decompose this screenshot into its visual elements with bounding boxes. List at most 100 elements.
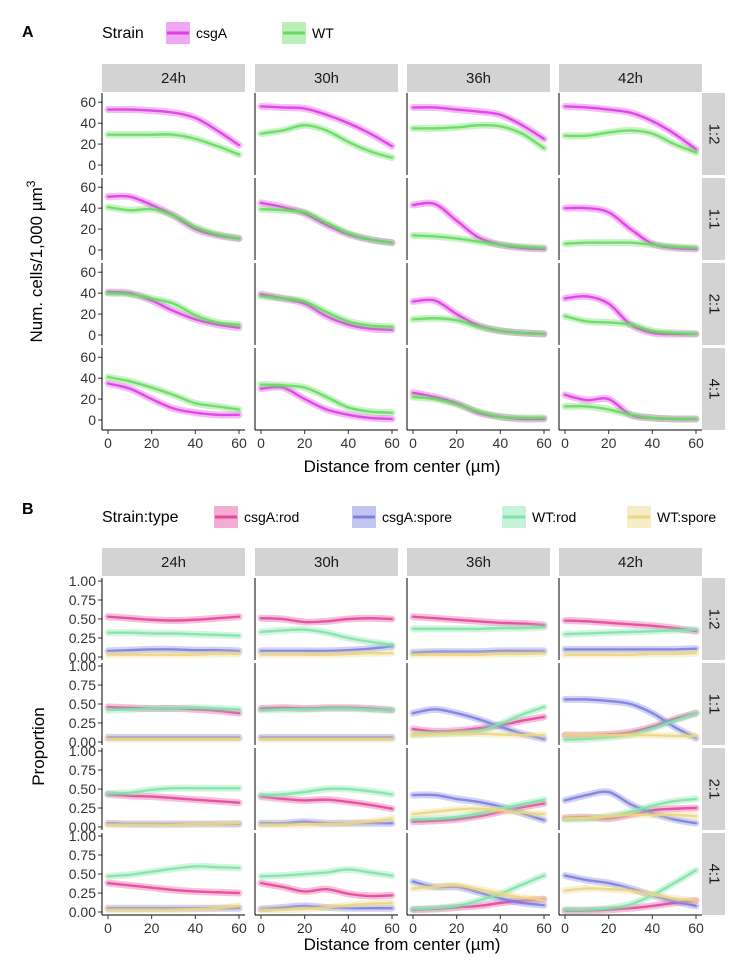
y-axis-title-superscript: 3: [24, 180, 38, 187]
strip-right: [702, 93, 725, 175]
series-line: [563, 628, 698, 636]
series-line: [259, 295, 394, 328]
y-tick-label: 60: [80, 349, 96, 365]
panel-A: A Strain csgA WT 24h 30h 36h 42h 1:2 1:1 2:1 4:1 0 20…: [22, 22, 725, 476]
series-line: [106, 793, 241, 804]
strip-label: 2:1: [706, 779, 723, 800]
strip-label: 1:1: [706, 694, 723, 715]
y-tick-label: 0.25: [69, 630, 96, 646]
series-line: [259, 208, 394, 244]
y-tick-label: 0.00: [69, 904, 96, 920]
panel-letter: A: [22, 24, 34, 41]
x-tick-label: 20: [297, 435, 313, 451]
series-line: [411, 395, 546, 420]
series-line: [259, 105, 394, 148]
x-tick-label: 60: [688, 920, 704, 936]
x-tick-label: 60: [536, 920, 552, 936]
x-tick-label: 0: [409, 920, 417, 936]
series-line: [259, 795, 394, 810]
x-tick-label: 40: [341, 435, 357, 451]
strip-label: 42h: [618, 70, 643, 87]
panel-B: B Strain:type csgA:rod csgA:spore WT:rod WT:s…: [22, 501, 725, 954]
series-line: [106, 375, 241, 411]
series-line: [563, 733, 698, 738]
y-tick-label: 0.50: [69, 866, 96, 882]
y-tick-label: 20: [80, 306, 96, 322]
series-line: [563, 652, 698, 656]
strip-label: 36h: [466, 554, 491, 571]
strip-label: 42h: [618, 554, 643, 571]
strip-label: 30h: [314, 70, 339, 87]
series-line: [563, 647, 698, 651]
series-line: [106, 205, 241, 240]
y-axis-title-text: Num. cells/1,000 µm: [27, 187, 46, 342]
y-tick-label: 0.75: [69, 677, 96, 693]
strip-label: 24h: [161, 70, 186, 87]
y-tick-label: 0.75: [69, 762, 96, 778]
series-line: [411, 708, 546, 741]
series-line: [411, 884, 546, 902]
strip-label: 24h: [161, 554, 186, 571]
facet-panel: [102, 663, 245, 745]
series-line: [411, 615, 546, 627]
y-tick-label: 0.50: [69, 781, 96, 797]
series-line: [563, 404, 698, 421]
strip-label: 4:1: [706, 379, 723, 400]
series-line: [106, 133, 241, 156]
series-line: [411, 874, 546, 911]
x-tick-label: 60: [384, 435, 400, 451]
x-tick-label: 0: [257, 435, 265, 451]
x-tick-label: 0: [104, 435, 112, 451]
series-line: [259, 881, 394, 898]
legend-title: Strain:type: [102, 509, 179, 526]
series-line: [563, 314, 698, 336]
strip-label: 1:1: [706, 209, 723, 230]
series-line: [411, 798, 546, 821]
x-tick-label: 60: [231, 435, 247, 451]
series-line: [563, 105, 698, 151]
series-line: [411, 626, 546, 631]
series-line: [259, 707, 394, 712]
series-line: [106, 382, 241, 417]
legend-label: csgA:rod: [244, 509, 299, 525]
x-tick-label: 20: [144, 920, 160, 936]
series-line: [106, 652, 241, 656]
strip-right: [702, 178, 725, 260]
series-line: [259, 868, 394, 878]
series-line: [563, 241, 698, 250]
facet-panel: [559, 578, 702, 660]
y-tick-label: 0: [88, 157, 96, 173]
series-line: [563, 813, 698, 820]
series-line: [106, 615, 241, 622]
strip-right: [702, 348, 725, 430]
facet-panel: [255, 663, 398, 745]
strip-label: 4:1: [706, 864, 723, 885]
x-tick-label: 20: [601, 920, 617, 936]
x-axis-title: Distance from center (µm): [304, 935, 501, 954]
x-tick-label: 20: [601, 435, 617, 451]
x-tick-label: 40: [645, 435, 661, 451]
strip-top: [407, 64, 550, 92]
series-line: [106, 108, 241, 147]
legend-label: csgA:spore: [382, 509, 452, 525]
series-line: [259, 651, 394, 656]
series-line: [411, 715, 546, 733]
series-line: [259, 817, 394, 826]
y-tick-label: 60: [80, 94, 96, 110]
y-tick-label: 1.00: [69, 828, 96, 844]
series-line: [563, 790, 698, 825]
series-line: [106, 706, 241, 712]
panel-letter: B: [22, 501, 34, 518]
x-tick-label: 40: [493, 920, 509, 936]
y-tick-label: 0.00: [69, 649, 96, 665]
x-tick-label: 40: [645, 920, 661, 936]
y-tick-label: 0.25: [69, 885, 96, 901]
x-tick-label: 40: [493, 435, 509, 451]
series-line: [411, 802, 546, 823]
y-tick-label: 0.75: [69, 592, 96, 608]
y-tick-label: 40: [80, 285, 96, 301]
x-tick-label: 60: [688, 435, 704, 451]
legend-label: WT: [312, 25, 334, 41]
series-line: [563, 874, 698, 908]
y-tick-label: 0.25: [69, 800, 96, 816]
